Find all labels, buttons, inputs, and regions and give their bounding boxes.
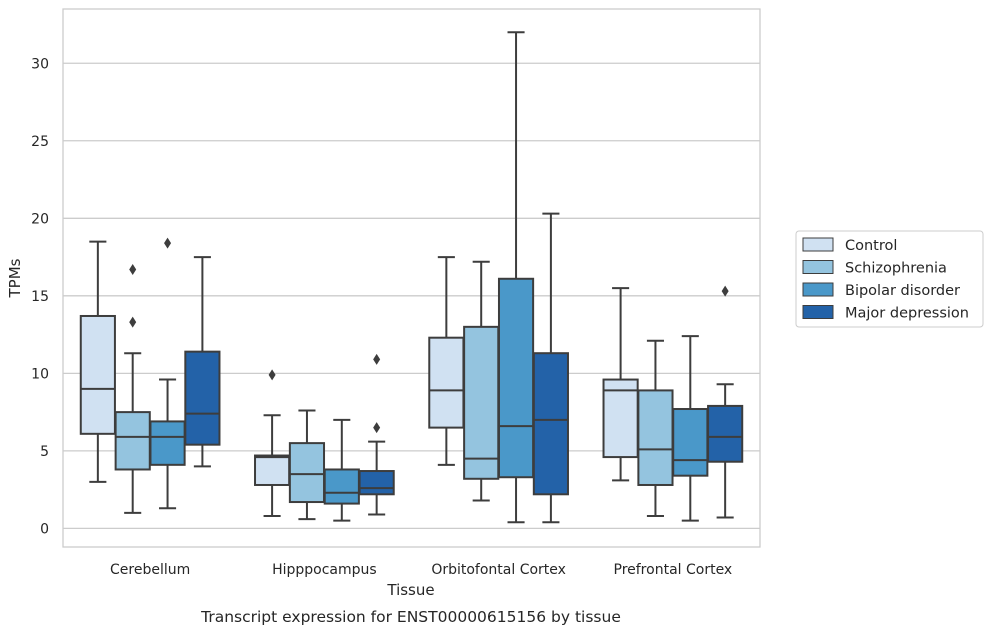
x-tick-label: Prefrontal Cortex	[614, 562, 733, 578]
box-3-1	[637, 339, 674, 517]
box-iqr	[184, 350, 221, 446]
box-1-0	[254, 369, 291, 517]
y-tick-label: 15	[31, 289, 49, 305]
x-tick-label: Cerebellum	[110, 562, 190, 578]
box-iqr	[114, 411, 151, 471]
legend: Control Schizophrenia Bipolar disorder Majo…	[795, 230, 984, 328]
legend-swatch	[802, 305, 834, 319]
box-iqr	[288, 442, 326, 504]
box-iqr	[254, 454, 291, 486]
box-0-2	[149, 237, 186, 510]
box-2-3	[532, 212, 569, 524]
legend-swatch	[802, 282, 834, 297]
y-tick-label: 5	[40, 444, 49, 460]
box-iqr	[463, 325, 500, 480]
box-3-0	[602, 287, 639, 482]
box-iqr	[637, 389, 674, 486]
box-1-3	[358, 353, 395, 516]
outlier-point	[129, 263, 137, 275]
box-series	[79, 31, 744, 524]
outlier-point	[268, 369, 276, 381]
box-iqr	[79, 314, 116, 435]
x-tick-label: Orbitofontal Cortex	[431, 562, 566, 578]
y-tick-label: 0	[40, 521, 49, 537]
box-2-0	[428, 256, 465, 466]
legend-label: Bipolar disorder	[845, 283, 960, 299]
box-iqr	[428, 336, 465, 429]
outlier-point	[164, 237, 172, 249]
y-tick-label: 25	[31, 134, 49, 150]
outlier-point	[373, 422, 381, 434]
legend-swatch	[802, 260, 834, 274]
legend-swatch	[802, 237, 834, 252]
legend-label: Control	[845, 238, 897, 254]
box-3-2	[672, 335, 709, 522]
box-0-3	[184, 256, 221, 468]
chart-caption: Transcript expression for ENST0000061515…	[200, 608, 621, 626]
y-tick-label: 20	[31, 211, 49, 227]
box-iqr	[149, 420, 186, 466]
outlier-point	[373, 353, 381, 365]
y-axis-label: TPMs	[6, 258, 24, 298]
y-tick-labels: 0 5 10 15 20 25 30	[31, 56, 49, 537]
legend-frame	[795, 230, 984, 328]
box-iqr	[358, 470, 395, 496]
legend-label: Schizophrenia	[845, 261, 947, 277]
outlier-point	[721, 285, 729, 297]
x-tick-labels: Cerebellum Hipppocampus Orbitofontal Corte…	[110, 562, 732, 578]
box-iqr	[707, 404, 744, 463]
box-iqr	[602, 378, 639, 459]
box-iqr	[497, 277, 535, 479]
x-axis-label: Tissue	[386, 581, 434, 599]
box-0-0	[79, 240, 116, 483]
box-0-1	[114, 263, 151, 514]
y-tick-label: 30	[31, 56, 49, 72]
box-1-1	[288, 409, 326, 521]
box-iqr	[532, 352, 569, 496]
legend-label: Major depression	[845, 306, 969, 322]
box-2-1	[463, 260, 500, 502]
box-iqr	[672, 408, 709, 477]
y-tick-label: 10	[31, 366, 49, 382]
box-3-3	[707, 285, 744, 519]
box-2-2	[497, 31, 535, 524]
box-iqr	[323, 468, 360, 505]
outlier-point	[129, 316, 137, 328]
x-tick-label: Hipppocampus	[272, 562, 377, 578]
